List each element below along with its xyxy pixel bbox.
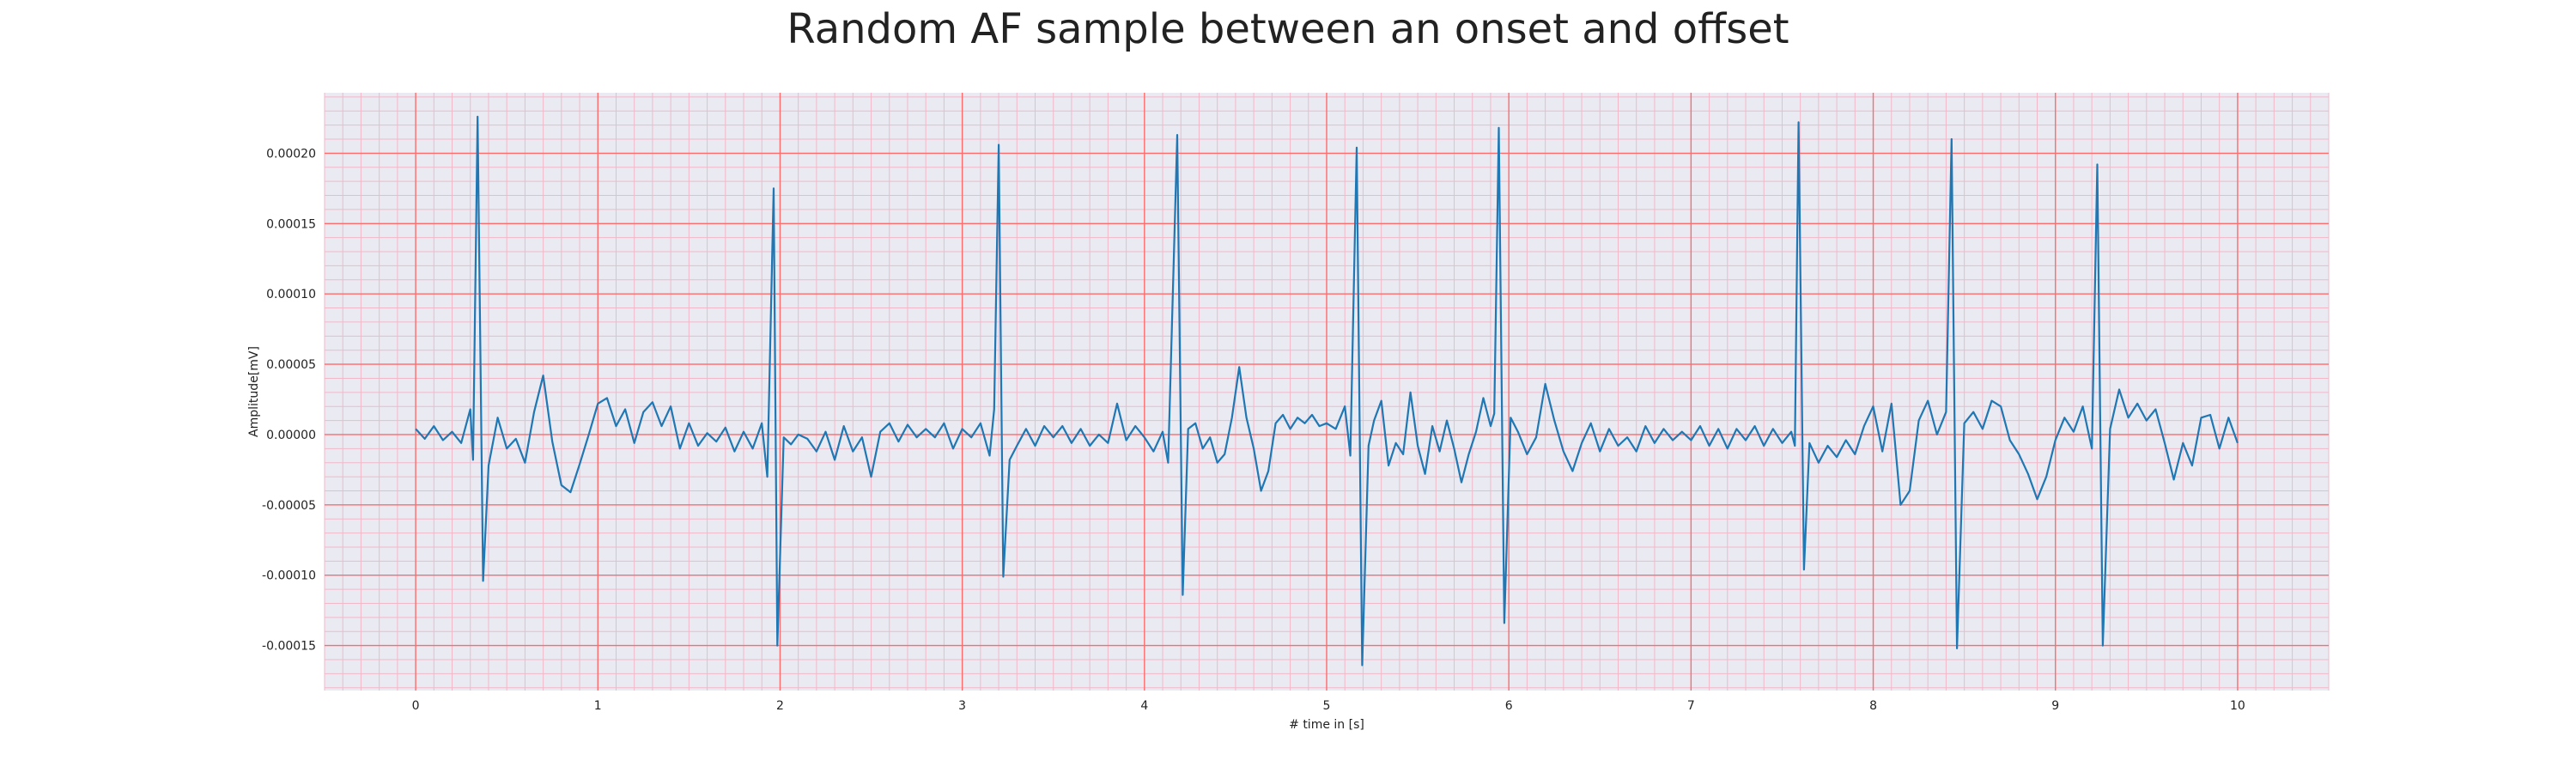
- x-tick-label: 9: [2051, 699, 2059, 713]
- y-tick-label: -0.00015: [262, 640, 316, 654]
- x-tick-label: 3: [958, 699, 966, 713]
- x-tick-label: 0: [412, 699, 420, 713]
- y-tick-label: 0.00010: [266, 288, 316, 301]
- x-tick-label: 2: [776, 699, 784, 713]
- x-tick-label: 10: [2230, 699, 2245, 713]
- x-tick-label: 7: [1687, 699, 1695, 713]
- y-axis-ticks: -0.00015 -0.00010 -0.00005 0.00000 0.00005 0.…: [262, 147, 316, 653]
- y-tick-label: 0.00000: [266, 429, 316, 442]
- x-axis-ticks: 0 1 2 3 4 5 6 7 8 9 10: [412, 699, 2245, 713]
- x-tick-label: 6: [1505, 699, 1513, 713]
- y-tick-label: -0.00010: [262, 569, 316, 583]
- y-tick-label: 0.00005: [266, 358, 316, 372]
- y-tick-label: -0.00005: [262, 499, 316, 513]
- y-tick-label: 0.00020: [266, 147, 316, 161]
- y-axis-label: Amplitude[mV]: [247, 346, 261, 437]
- x-tick-label: 8: [1869, 699, 1877, 713]
- x-tick-label: 5: [1323, 699, 1331, 713]
- x-tick-label: 1: [594, 699, 602, 713]
- major-gridlines: [325, 93, 2329, 691]
- x-tick-label: 4: [1140, 699, 1148, 713]
- y-tick-label: 0.00015: [266, 217, 316, 231]
- series-line: [415, 115, 2239, 666]
- x-axis-label: # time in [s]: [1289, 718, 1364, 732]
- chart-title: Random AF sample between an onset and of…: [787, 5, 1789, 53]
